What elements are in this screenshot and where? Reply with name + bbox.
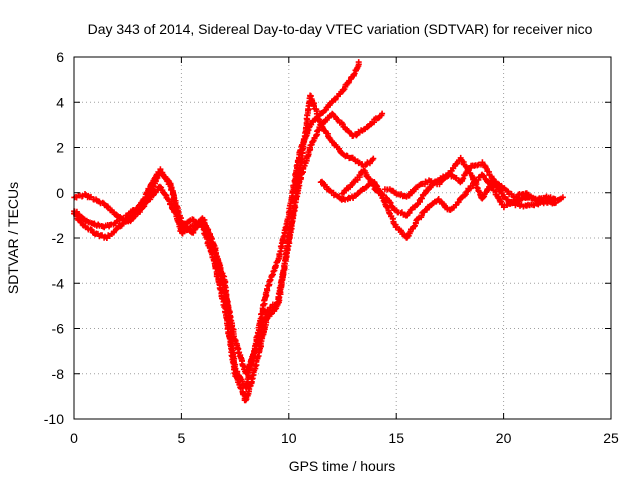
x-tick-label: 0 [70, 430, 78, 446]
data-point [252, 363, 259, 370]
data-point [82, 191, 88, 197]
y-tick-label: 0 [56, 185, 64, 201]
data-point [498, 190, 505, 197]
y-tick-label: 2 [56, 140, 64, 156]
data-point [419, 195, 425, 202]
data-point [553, 199, 559, 206]
x-axis-label: GPS time / hours [289, 458, 396, 474]
data-point [370, 155, 377, 162]
data-point [465, 167, 472, 173]
x-axis: 0 5 10 15 20 25 [70, 57, 619, 446]
data-point [309, 138, 316, 145]
y-axis-label: SDTVAR / TECUs [5, 182, 21, 294]
grid-lines [74, 57, 611, 419]
data-point [355, 59, 362, 66]
data-point [147, 196, 154, 203]
y-tick-label: -10 [44, 411, 64, 427]
data-point [237, 385, 244, 392]
data-point [353, 132, 360, 139]
y-axis: -10 -8 -6 -4 -2 0 2 4 6 [44, 49, 611, 427]
data-point [316, 118, 323, 124]
y-tick-label: -2 [52, 230, 65, 246]
data-point [559, 194, 566, 201]
y-tick-label: 6 [56, 49, 64, 65]
data-points [71, 59, 566, 404]
y-tick-label: -4 [52, 275, 65, 291]
data-point [269, 272, 276, 279]
series-track-2 [71, 110, 386, 404]
data-point [463, 189, 470, 196]
series-track-6 [381, 154, 559, 206]
y-tick-label: -6 [52, 321, 65, 337]
x-tick-label: 15 [388, 430, 404, 446]
x-tick-label: 5 [178, 430, 186, 446]
data-point [460, 175, 467, 182]
data-point [270, 268, 277, 275]
data-point [186, 218, 193, 225]
x-tick-label: 10 [281, 430, 297, 446]
data-point [379, 110, 386, 117]
data-point [264, 285, 270, 292]
data-point [370, 182, 377, 189]
x-tick-label: 25 [603, 430, 619, 446]
chart-title: Day 343 of 2014, Sidereal Day-to-day VTE… [88, 21, 593, 37]
x-tick-label: 20 [496, 430, 512, 446]
data-point [251, 348, 258, 355]
y-tick-label: 4 [56, 94, 64, 110]
series-track-3 [71, 92, 377, 377]
y-tick-label: -8 [52, 366, 65, 382]
